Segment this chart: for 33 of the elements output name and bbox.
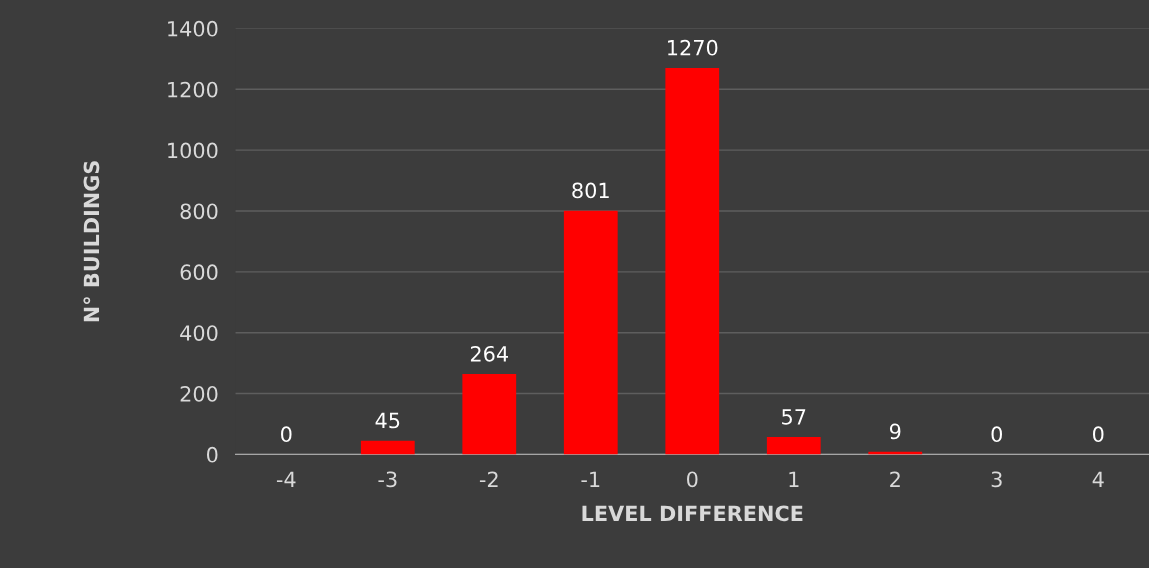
y-tick-label: 1000 [168,142,218,159]
y-tick-label: 600 [180,264,218,281]
x-tick-label: 4 [1092,471,1104,487]
data-label: 0 [281,426,292,443]
data-label: 1270 [668,39,718,56]
x-tick-label: -4 [276,471,296,487]
x-tick-label: -2 [479,471,498,487]
data-label: 45 [375,412,400,429]
data-label: 9 [889,423,901,440]
bar [462,374,517,455]
y-tick-label: 800 [180,203,218,220]
x-axis-title: LEVEL DIFFERENCE [582,505,803,522]
data-label: 57 [782,409,806,425]
x-tick-label: -3 [378,471,397,488]
data-label: 264 [470,345,508,362]
bar [563,210,618,455]
x-tick-label: 2 [890,471,900,487]
y-tick-label: 200 [180,386,218,402]
x-tick-label: 1 [789,471,799,487]
data-label: 0 [1093,426,1104,443]
bar [665,67,720,455]
x-tick-label: -1 [581,471,600,487]
y-tick-label: 1200 [168,81,218,98]
y-tick-label: 1400 [168,20,218,37]
y-tick-label: 400 [180,325,218,341]
y-axis-title: N° BUILDINGS [83,161,100,322]
data-label: 0 [991,426,1002,443]
bar [766,437,821,455]
data-label: 801 [572,182,609,199]
x-tick-label: 3 [991,471,1002,488]
x-tick-label: 0 [687,471,698,488]
y-tick-label: 0 [207,446,218,463]
bar [360,440,415,455]
